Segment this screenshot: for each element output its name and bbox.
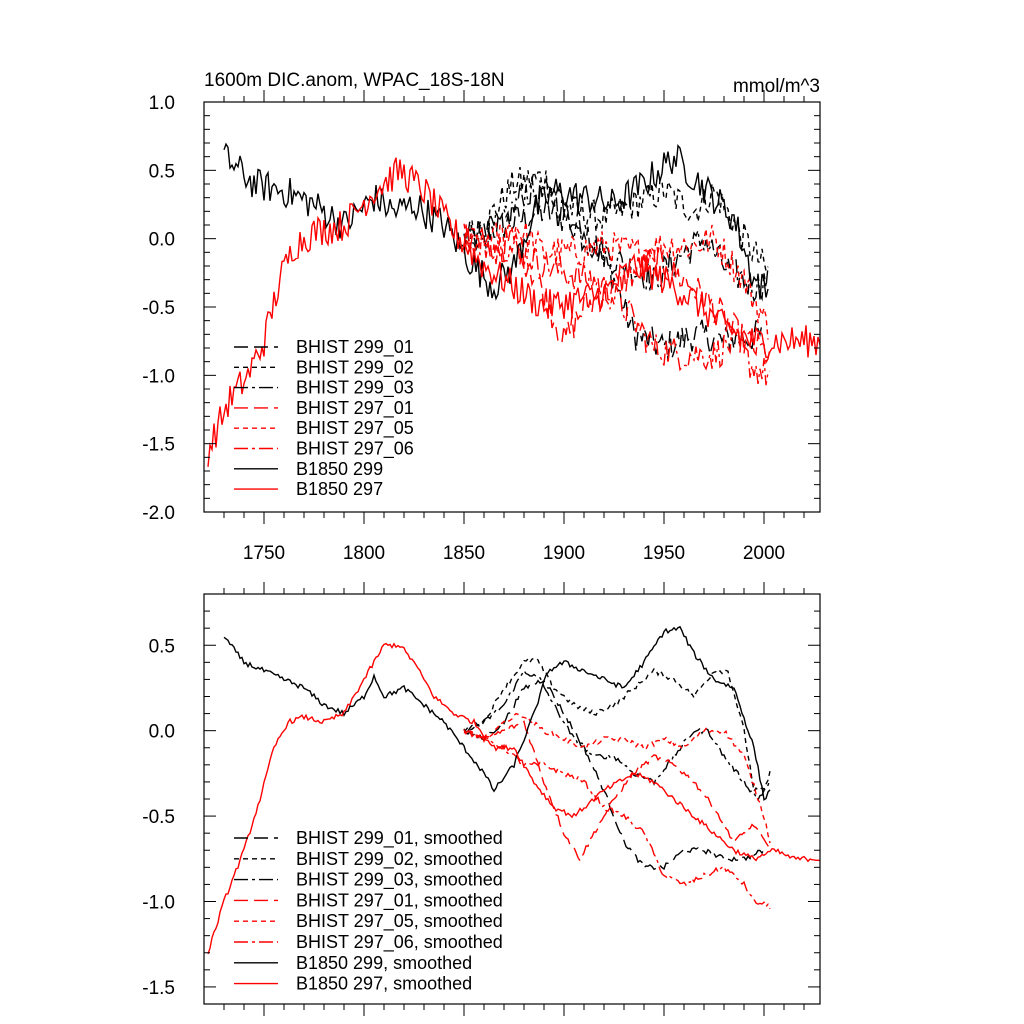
bottom-series-line-2	[463, 657, 771, 793]
top-series-layer	[207, 142, 821, 467]
bottom-y-tick-label: 0.5	[149, 636, 175, 657]
bottom-series-line-3	[463, 669, 771, 802]
bottom-legend-label: BHIST 297_06, smoothed	[296, 932, 503, 953]
top-y-tick-label: 0.0	[149, 230, 175, 251]
top-legend-label: BHIST 299_02	[296, 357, 414, 378]
bottom-y-tick-label: 0.0	[149, 722, 175, 743]
bottom-y-tick-label: -1.5	[142, 978, 175, 999]
bottom-y-tick-label: -0.5	[142, 807, 175, 828]
top-legend-label: BHIST 297_01	[296, 398, 414, 419]
top-x-tick-label: 1800	[343, 543, 385, 564]
bottom-legend-label: BHIST 299_01, smoothed	[296, 828, 503, 849]
top-x-tick-label: 1950	[643, 543, 685, 564]
top-legend-label: BHIST 299_03	[296, 378, 414, 399]
bottom-axis-ticks: 0.5 0.0 -0.5 -1.0 -1.5	[142, 582, 820, 1016]
bottom-legend-label: BHIST 297_05, smoothed	[296, 911, 503, 932]
bottom-legend-label: BHIST 299_03, smoothed	[296, 870, 503, 891]
top-y-tick-label: 0.5	[149, 161, 175, 182]
top-series-line-4	[463, 224, 771, 365]
bottom-series-line-6	[463, 730, 771, 910]
bottom-legend-label: B1850 299, smoothed	[296, 953, 472, 973]
top-y-tick-label: -1.0	[142, 366, 175, 387]
top-panel: 1600m DIC.anom, WPAC_18S-18N mmol/m^3 17…	[142, 70, 821, 564]
bottom-legend-label: BHIST 297_01, smoothed	[296, 890, 503, 911]
top-x-tick-label: 1900	[543, 543, 585, 564]
bottom-panel: 0.5 0.0 -0.5 -1.0 -1.5 BHIST 299_01, smoothe…	[142, 582, 821, 1016]
top-x-tick-label: 1750	[243, 543, 285, 564]
top-series-line-7	[223, 142, 769, 301]
top-series-line-5	[463, 221, 769, 340]
top-series-line-2	[463, 166, 769, 273]
bottom-series-line-8	[207, 642, 821, 955]
bottom-series-line-7	[223, 625, 771, 801]
bottom-series-layer	[207, 625, 821, 955]
top-legend-label: BHIST 297_05	[296, 418, 414, 439]
bottom-y-tick-label: -1.0	[142, 893, 175, 914]
top-legend-label: BHIST 297_06	[296, 439, 414, 460]
top-legend-label: B1850 299	[296, 459, 383, 479]
bottom-series-line-4	[463, 720, 771, 863]
top-x-tick-label: 1850	[443, 543, 485, 564]
top-legend-label: B1850 297	[296, 479, 383, 499]
bottom-legend-label: BHIST 299_02, smoothed	[296, 849, 503, 870]
top-x-tick-label: 2000	[743, 543, 785, 564]
top-y-tick-label: -2.0	[142, 503, 175, 524]
top-y-tick-label: 1.0	[149, 93, 175, 114]
top-y-tick-label: -1.5	[142, 435, 175, 456]
top-series-line-1	[463, 198, 765, 360]
top-units: mmol/m^3	[733, 76, 820, 97]
bottom-series-line-5	[463, 712, 771, 844]
top-axis-ticks: 1750 1800 1850 1900 1950 2000 1.0 0.5 0.0 -0.5 -1.…	[142, 90, 820, 564]
top-legend-label: BHIST 299_01	[296, 337, 414, 358]
top-y-tick-label: -0.5	[142, 298, 175, 319]
top-title: 1600m DIC.anom, WPAC_18S-18N	[204, 70, 505, 91]
bottom-series-line-1	[463, 679, 765, 871]
bottom-legend-label: B1850 297, smoothed	[296, 974, 472, 994]
top-series-line-8	[207, 157, 821, 467]
top-series-line-6	[463, 226, 771, 386]
